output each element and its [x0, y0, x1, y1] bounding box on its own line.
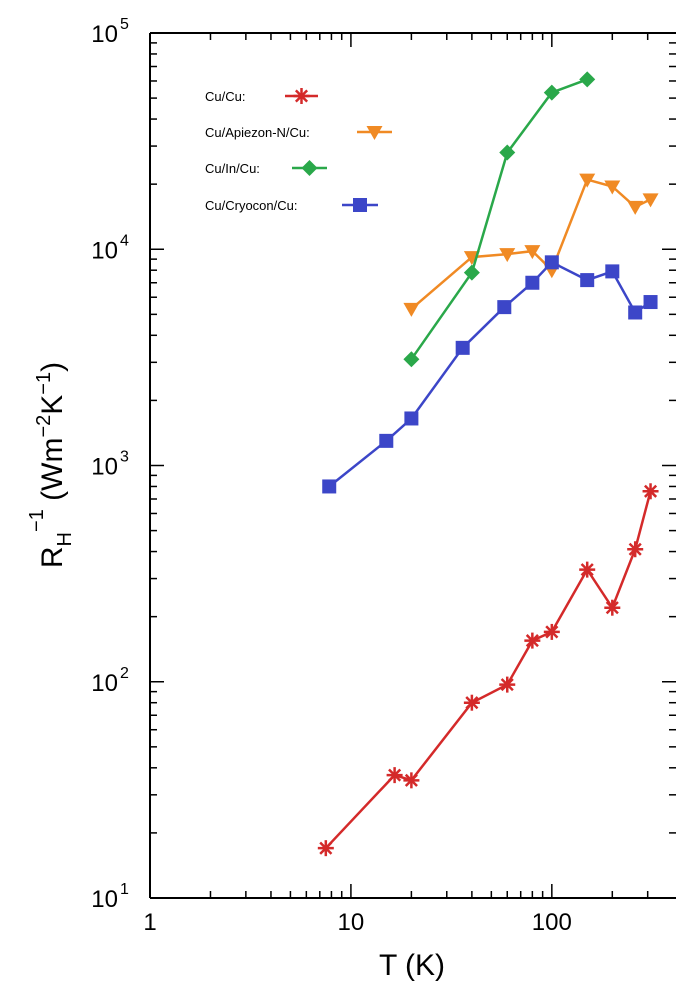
y-tick-label-exponent: 1 [120, 881, 129, 898]
data-point [543, 623, 560, 640]
data-point [322, 479, 337, 494]
data-point [524, 245, 541, 260]
series-line [328, 260, 652, 488]
data-point [301, 160, 318, 176]
legend: Cu/Cu: Cu/Apiezon-N/Cu: Cu/In/Cu: Cu/Cryoco… [205, 88, 392, 213]
data-point [403, 351, 420, 368]
series-layer [317, 71, 659, 857]
data-point [379, 433, 394, 448]
y-tick-label-exponent: 5 [120, 16, 129, 33]
data-point [628, 305, 643, 320]
x-tick-label: 1 [143, 909, 156, 936]
svg-text:RH−1 (Wm−2K−1): RH−1 (Wm−2K−1) [26, 362, 76, 568]
data-point [604, 599, 621, 616]
data-point [386, 767, 403, 784]
y-tick-label-exponent: 3 [120, 449, 129, 466]
y-tick-label: 10 [91, 454, 118, 481]
series-line [410, 78, 588, 360]
series-0 [317, 483, 659, 857]
data-point [579, 173, 596, 188]
data-point [463, 694, 480, 711]
data-point [499, 676, 516, 693]
data-point [642, 483, 659, 500]
data-point [579, 71, 596, 88]
data-point [497, 300, 512, 315]
data-point [525, 275, 540, 290]
data-point [353, 198, 367, 212]
data-point [627, 541, 644, 558]
y-tick-label: 10 [91, 670, 118, 697]
data-point [627, 200, 644, 215]
data-point [499, 248, 516, 263]
data-point [499, 144, 516, 161]
legend-label: Cu/Apiezon-N/Cu: [205, 125, 310, 140]
data-point [604, 180, 621, 195]
data-point [642, 193, 659, 208]
data-point [643, 295, 658, 310]
data-point [404, 411, 419, 426]
data-point [524, 632, 541, 649]
data-point [403, 772, 420, 789]
series-line [324, 490, 652, 850]
series-1 [403, 173, 659, 317]
x-axis-label: T (K) [379, 949, 445, 982]
y-tick-label: 10 [91, 237, 118, 264]
y-axis-label: RH−1 (Wm−2K−1) [26, 362, 76, 568]
data-point [579, 561, 596, 578]
data-point [455, 340, 470, 355]
series-2 [403, 71, 596, 368]
data-point [403, 302, 420, 317]
axis-ticks [149, 32, 676, 899]
data-point [366, 126, 383, 140]
data-point [317, 840, 334, 857]
data-point [293, 88, 310, 104]
y-tick-label-exponent: 2 [120, 665, 129, 682]
legend-label: Cu/Cryocon/Cu: [205, 198, 297, 213]
legend-label: Cu/In/Cu: [205, 161, 260, 176]
y-tick-label-exponent: 4 [120, 232, 129, 249]
data-point [580, 273, 595, 288]
x-tick-label: 100 [532, 909, 572, 936]
data-point [605, 264, 620, 279]
legend-label: Cu/Cu: [205, 89, 245, 104]
y-tick-label: 10 [91, 886, 118, 913]
data-point [463, 264, 480, 281]
data-point [463, 251, 480, 266]
x-tick-label: 10 [338, 909, 365, 936]
series-3 [322, 255, 658, 494]
data-point [543, 84, 560, 101]
y-tick-label: 10 [91, 21, 118, 48]
data-point [544, 255, 559, 270]
